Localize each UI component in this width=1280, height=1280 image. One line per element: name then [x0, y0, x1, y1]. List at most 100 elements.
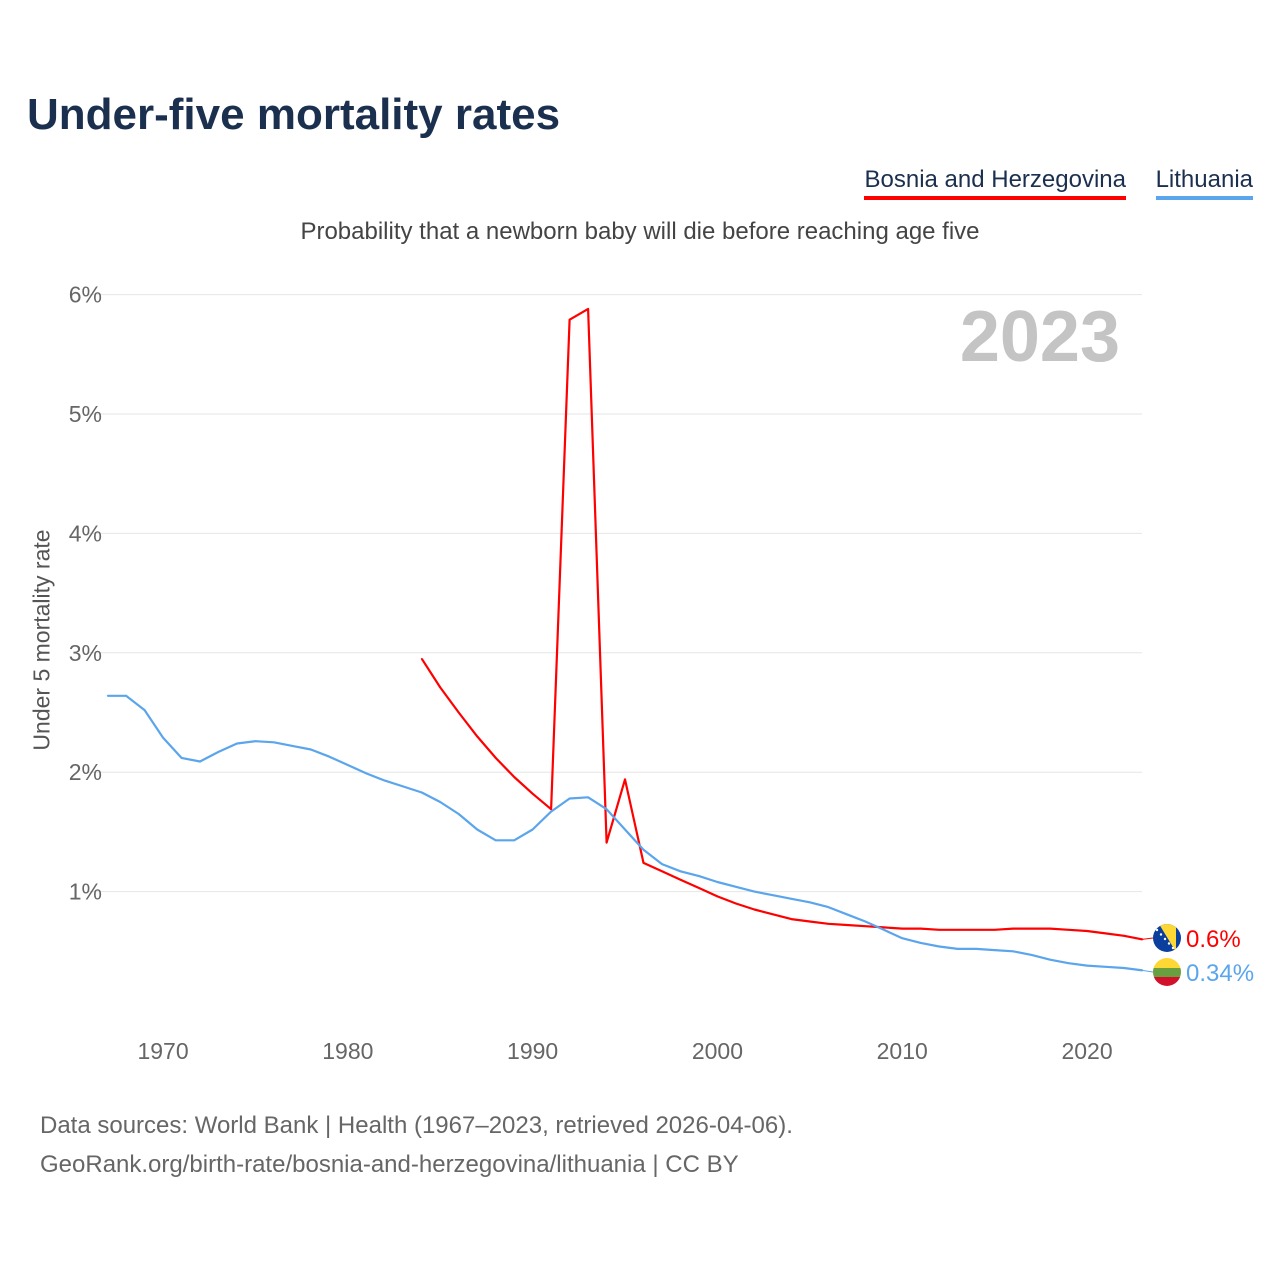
data-point [846, 924, 848, 926]
data-point [457, 813, 460, 815]
data-point [864, 920, 867, 923]
data-point [587, 308, 589, 310]
data-point [956, 948, 959, 950]
end-connector [1142, 937, 1154, 940]
data-point [199, 760, 201, 763]
data-point [882, 926, 885, 929]
data-point [938, 945, 940, 948]
data-point [735, 886, 737, 888]
data-point [772, 913, 774, 916]
data-point [1049, 927, 1051, 930]
data-point [531, 792, 534, 795]
data-point [384, 779, 386, 782]
data-point [716, 881, 719, 883]
source-line-1: Data sources: World Bank | Health (1967–… [40, 1112, 793, 1139]
data-point [568, 318, 571, 321]
data-point [993, 949, 996, 951]
data-point [1067, 929, 1070, 931]
data-point [698, 887, 700, 889]
data-point [975, 929, 977, 931]
data-point [143, 709, 146, 711]
data-point [661, 863, 663, 865]
data-point [1086, 930, 1088, 932]
legend-lithuania[interactable]: Lithuania [1155, 166, 1253, 200]
data-point [679, 878, 682, 881]
data-point [827, 923, 830, 925]
data-point [254, 740, 257, 742]
data-point [846, 913, 848, 916]
data-point [1104, 966, 1107, 968]
data-point [1123, 967, 1125, 969]
data-point [420, 791, 423, 794]
year-watermark: 2023 [960, 297, 1120, 377]
lithuania-flag-icon [1153, 958, 1181, 986]
data-point [1030, 954, 1033, 956]
data-point [550, 808, 552, 811]
data-point [106, 694, 109, 697]
data-point [365, 772, 368, 775]
data-point [679, 870, 682, 873]
y-tick-label: 6% [69, 282, 102, 308]
data-point [698, 875, 700, 877]
data-point [661, 870, 663, 873]
y-tick-label: 2% [69, 759, 102, 785]
x-tick-label: 2010 [877, 1038, 928, 1064]
data-point [919, 942, 922, 944]
data-point [901, 937, 904, 939]
data-point [162, 736, 164, 739]
data-point [550, 810, 552, 813]
data-point [568, 797, 571, 800]
data-point [494, 839, 497, 842]
data-point [457, 711, 460, 714]
data-point [236, 742, 238, 745]
data-point [605, 808, 608, 811]
y-tick-label: 4% [69, 520, 102, 546]
data-point [938, 929, 940, 931]
bosnia-flag-icon [1153, 924, 1181, 952]
data-point [439, 686, 442, 689]
data-point [993, 929, 996, 931]
data-point [273, 741, 275, 744]
data-point [180, 757, 183, 759]
source-note: Data sources: World Bank | Health (1967–… [40, 1106, 793, 1184]
data-point [217, 751, 220, 753]
data-point [587, 796, 589, 799]
data-point [291, 745, 294, 747]
data-point [809, 901, 811, 904]
chart-subtitle: Probability that a newborn baby will die… [300, 218, 980, 245]
data-point [827, 906, 830, 908]
data-point [513, 776, 515, 778]
end-value-label: 0.6% [1186, 926, 1241, 953]
x-tick-label: 2020 [1061, 1038, 1112, 1064]
legend-bosnia[interactable]: Bosnia and Herzegovina [864, 166, 1126, 200]
data-point [1067, 962, 1070, 965]
end-connector [1142, 969, 1154, 973]
x-tick-label: 1980 [322, 1038, 373, 1064]
data-point [347, 764, 349, 766]
data-point [624, 778, 626, 781]
data-point [476, 828, 479, 831]
x-tick-label: 2000 [692, 1038, 743, 1064]
data-point [1012, 927, 1014, 930]
data-point [1104, 932, 1107, 935]
data-point [624, 828, 626, 831]
data-point [605, 841, 608, 844]
data-point [642, 849, 645, 851]
y-tick-label: 3% [69, 640, 102, 666]
y-tick-label: 5% [69, 401, 102, 427]
x-tick-label: 1970 [137, 1038, 188, 1064]
data-point [439, 801, 442, 803]
data-point [790, 918, 793, 920]
data-point [125, 694, 127, 697]
data-point [1123, 934, 1125, 937]
data-point [882, 929, 885, 931]
end-value-label: 0.34% [1186, 960, 1254, 987]
source-line-2[interactable]: GeoRank.org/birth-rate/bosnia-and-herzeg… [40, 1151, 739, 1178]
data-point [753, 890, 756, 893]
data-point [772, 894, 774, 896]
data-point [476, 735, 479, 738]
data-point [1012, 950, 1014, 953]
data-point [716, 895, 719, 898]
